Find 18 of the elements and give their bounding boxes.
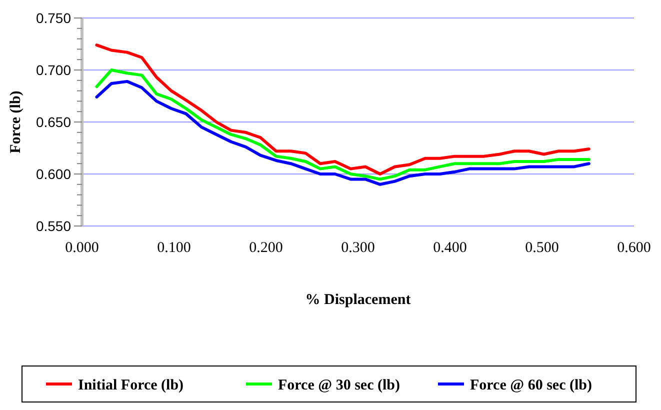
x-tick-label: 0.100 [157, 240, 191, 256]
x-axis-title: % Displacement [305, 292, 411, 308]
y-tick-label: 0.700 [36, 62, 72, 78]
y-tick-label: 0.600 [36, 166, 72, 182]
x-tick-label: 0.200 [249, 240, 283, 256]
x-tick-label: 0.600 [617, 240, 651, 256]
x-tick-label: 0.500 [525, 240, 559, 256]
x-tick-label: 0.400 [433, 240, 467, 256]
legend-label: Force @ 60 sec (lb) [470, 377, 592, 394]
y-tick-label: 0.550 [36, 218, 72, 234]
legend-label: Force @ 30 sec (lb) [278, 377, 400, 394]
legend-label: Initial Force (lb) [78, 377, 184, 394]
y-tick-label: 0.650 [36, 114, 72, 130]
x-tick-label: 0.300 [341, 240, 375, 256]
x-tick-label: 0.000 [65, 240, 99, 256]
y-axis-title: Force (lb) [8, 90, 24, 154]
line-series [95, 44, 590, 176]
y-tick-label: 0.750 [36, 10, 72, 26]
